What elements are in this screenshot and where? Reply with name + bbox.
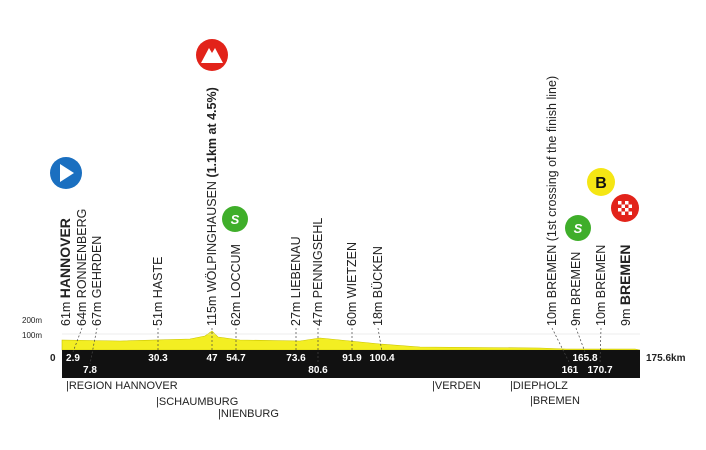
place: HASTE xyxy=(151,257,165,299)
km-label: 47 xyxy=(206,353,218,364)
region-label: |BREMEN xyxy=(530,395,580,407)
waypoint-label: 64m RONNENBERG xyxy=(75,209,89,326)
checker-cell xyxy=(625,208,629,212)
place: LIEBENAU xyxy=(289,236,303,298)
region-label: |NIENBURG xyxy=(218,408,279,420)
sprint-letter: S xyxy=(574,221,583,236)
distance-total: 175.6km xyxy=(646,353,686,364)
waypoint-label: 10m BREMEN (1st crossing of the finish l… xyxy=(545,76,559,326)
altitude: 62m xyxy=(229,298,243,326)
place: BREMEN xyxy=(594,245,608,298)
checker-cell xyxy=(625,201,629,205)
baseline-bar xyxy=(62,350,640,378)
scale-label: 200m xyxy=(22,316,42,325)
note: (1st crossing of the finish line) xyxy=(545,76,559,245)
km-label: 91.9 xyxy=(342,353,362,364)
place: BÜCKEN xyxy=(371,246,385,298)
place: PENNIGSEHL xyxy=(311,218,325,299)
place: HANNOVER xyxy=(57,218,73,298)
place: BREMEN xyxy=(569,252,583,305)
marker-line xyxy=(551,327,571,365)
checker-cell xyxy=(628,211,632,215)
sprint-icon xyxy=(565,215,591,241)
checker-cell xyxy=(621,211,625,215)
altitude: 51m xyxy=(151,298,165,326)
start-arrow xyxy=(60,164,74,182)
waypoint-label: 60m WIETZEN xyxy=(345,242,359,326)
marker-line xyxy=(377,327,383,353)
altitude: 115m xyxy=(205,292,219,326)
sprint-letter: S xyxy=(231,212,240,227)
profile-area xyxy=(61,330,641,351)
waypoint-label: 9m BREMEN xyxy=(617,244,633,326)
place: RONNENBERG xyxy=(75,209,89,299)
region-label: |SCHAUMBURG xyxy=(156,396,238,408)
place: WÖLPINGHAUSEN xyxy=(205,181,219,292)
region-label: |VERDEN xyxy=(432,380,481,392)
altitude: 9m xyxy=(569,305,583,326)
marker-line xyxy=(575,327,586,353)
marker-line xyxy=(72,327,83,353)
place: GEHRDEN xyxy=(90,236,104,299)
scale-label: 100m xyxy=(22,331,42,340)
place: BREMEN xyxy=(617,244,633,305)
scale-label: 0 xyxy=(50,353,56,364)
altitude: 67m xyxy=(90,298,104,326)
checker-cell xyxy=(618,208,622,212)
km-label: 2.9 xyxy=(66,353,80,364)
altitude: 27m xyxy=(289,298,303,326)
altitude: 60m xyxy=(345,298,359,326)
waypoint-label: 10m BREMEN xyxy=(594,245,608,326)
waypoint-label: 61m HANNOVER xyxy=(57,218,73,326)
km-label: 165.8 xyxy=(572,353,597,364)
place: BREMEN xyxy=(545,245,559,298)
waypoint-label: 9m BREMEN xyxy=(569,252,583,326)
note: (1.1km at 4.5%) xyxy=(205,87,219,181)
waypoint-label: 47m PENNIGSEHL xyxy=(311,218,325,326)
checker-cell xyxy=(628,204,632,208)
waypoint-label: 18m BÜCKEN xyxy=(371,246,385,326)
km-label: 73.6 xyxy=(286,353,306,364)
km-label: 100.4 xyxy=(369,353,394,364)
mountain xyxy=(201,48,223,63)
km-label: 7.8 xyxy=(83,365,97,376)
altitude: 18m xyxy=(371,298,385,326)
km-label: 170.7 xyxy=(587,365,612,376)
altitude: 47m xyxy=(311,298,325,326)
bonus-letter: B xyxy=(595,175,607,192)
km-label: 161 xyxy=(562,365,579,376)
altitude: 64m xyxy=(75,298,89,326)
place: LOCCUM xyxy=(229,244,243,298)
km-label: 30.3 xyxy=(148,353,168,364)
altitude: 10m xyxy=(545,298,559,326)
altitude: 9m xyxy=(619,305,633,326)
altitude: 10m xyxy=(594,298,608,326)
region-label: |DIEPHOLZ xyxy=(510,380,568,392)
altitude: 61m xyxy=(59,298,73,326)
place: WIETZEN xyxy=(345,242,359,298)
waypoint-label: 115m WÖLPINGHAUSEN (1.1km at 4.5%) xyxy=(205,87,219,326)
sprint-icon xyxy=(222,206,248,232)
waypoint-label: 67m GEHRDEN xyxy=(90,236,104,326)
checker-cell xyxy=(618,201,622,205)
bonus-icon xyxy=(587,168,615,196)
waypoint-label: 62m LOCCUM xyxy=(229,244,243,326)
region-label: |REGION HANNOVER xyxy=(66,380,178,392)
waypoint-label: 51m HASTE xyxy=(151,257,165,326)
km-label: 80.6 xyxy=(308,365,328,376)
checker-cell xyxy=(621,204,625,208)
km-label: 54.7 xyxy=(226,353,246,364)
checker xyxy=(618,201,632,215)
waypoint-label: 27m LIEBENAU xyxy=(289,236,303,326)
